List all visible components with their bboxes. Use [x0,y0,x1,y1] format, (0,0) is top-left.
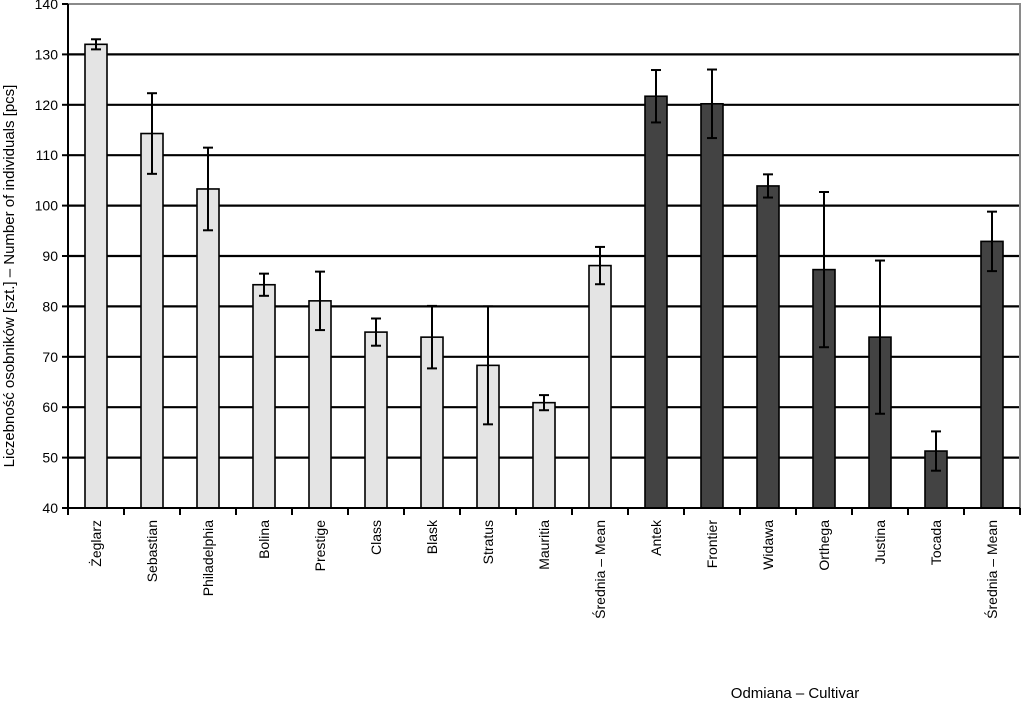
y-tick-label: 100 [35,198,59,214]
bar [588,264,612,509]
x-tick-label: Antek [648,519,664,556]
y-tick-label: 120 [35,97,59,113]
axes [62,3,1021,515]
x-tick-label: Justina [872,520,888,565]
x-tick-label: Orthega [816,520,832,571]
y-axis-label: Liczebność osobników [szt.] – Number of … [1,85,18,468]
y-tick-label: 130 [35,46,59,62]
y-tick-label: 90 [42,248,58,264]
bar [756,185,780,509]
bar [252,283,276,509]
x-axis-label: Odmiana – Cultivar [731,685,859,702]
x-tick-label: Frontier [704,520,720,569]
x-tick-label: Widawa [760,520,776,570]
x-tick-label: Blask [424,519,440,554]
gridlines [68,53,1020,459]
x-tick-label: Tocada [928,520,944,565]
bars [84,43,1004,509]
x-tick-label: Class [368,520,384,555]
error-bars [91,38,997,472]
x-tick-label: Prestige [312,520,328,572]
x-tick-label: Średnia – Mean [591,520,608,619]
bar [84,43,108,509]
x-tick-label: Żeglarz [87,520,104,567]
y-tick-label: 70 [42,349,58,365]
bar [308,300,332,509]
x-tick-label: Sebastian [144,520,160,582]
bar [196,188,220,509]
bar [532,401,556,509]
bar [700,102,724,509]
x-tick-label: Mauritia [536,520,552,570]
y-tick-label: 110 [36,147,59,163]
y-tick-labels: 40 50 60 70 80 90 100 110 120 130 140 [35,0,59,516]
x-tick-labels: Żeglarz Sebastian Philadelphia Bolina Presti… [87,519,1000,619]
x-tick-label: Philadelphia [200,520,216,596]
y-tick-label: 140 [35,0,59,12]
x-tick-label: Bolina [256,520,272,559]
x-tick-label: Średnia – Mean [983,520,1000,619]
bar [980,240,1004,509]
bar [140,132,164,509]
y-tick-label: 80 [42,298,58,314]
y-tick-label: 50 [42,450,58,466]
y-tick-label: 60 [42,399,58,415]
x-tick-label: Stratus [480,520,496,564]
bar [364,331,388,509]
y-tick-label: 40 [42,500,58,516]
bar [644,95,668,509]
